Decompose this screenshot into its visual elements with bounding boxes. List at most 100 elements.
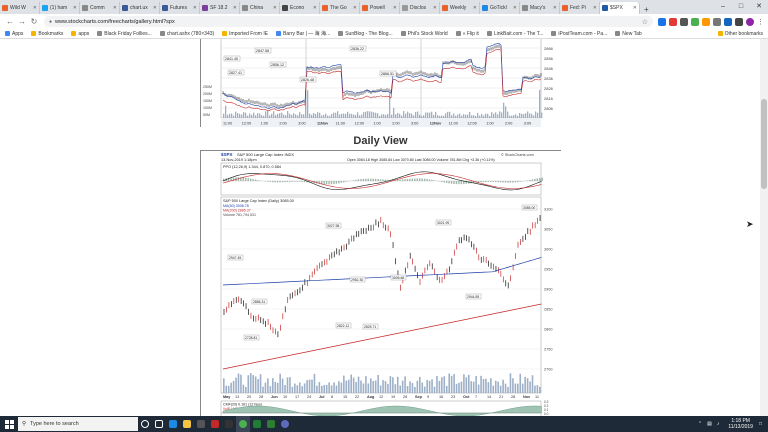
intraday-chart-svg: 2866 2856 2846 2836 2826 2816 2806 2841.45 2847.… [201,39,562,128]
bookmark-item[interactable]: iPostTeam.com - Pa... [551,31,607,37]
address-bar[interactable]: ● www.stockcharts.com/freecharts/gallery… [44,16,653,27]
excel-icon[interactable] [250,416,264,432]
browser-tab[interactable]: Futures ✕ [160,2,200,14]
ppo-histogram-bar [279,181,281,183]
browser-tab[interactable]: GoTickl ✕ [480,2,520,14]
edge-icon[interactable] [166,416,180,432]
volume-bar [509,115,511,118]
extension-icon[interactable] [669,17,677,26]
browser-tab[interactable]: The Go ✕ [320,2,360,14]
tab-close-icon[interactable]: ✕ [352,5,357,11]
ppo-histogram-bar [374,178,377,181]
bookmark-star-icon[interactable]: ☆ [641,18,648,26]
chevron-up-icon[interactable]: ⌃ [697,421,703,427]
network-icon[interactable]: ▤ [707,421,712,427]
bookmark-item[interactable]: « Flip it [455,31,479,37]
menu-dots-icon[interactable]: ⋮ [757,18,764,26]
volume-bar [313,112,315,118]
browser-tab[interactable]: Econo ✕ [280,2,320,14]
bookmark-item[interactable]: Black Friday Follies... [97,31,152,37]
bookmark-item[interactable]: apps [71,31,89,37]
bookmark-item[interactable]: Apps [5,31,23,37]
other-bookmarks[interactable]: Other bookmarks [717,31,763,37]
extension-icon[interactable] [658,17,666,26]
extension-icon[interactable] [702,17,710,26]
scrollbar-thumb[interactable] [761,99,767,189]
tab-close-icon[interactable]: ✕ [152,5,157,11]
file-explorer-icon[interactable] [180,416,194,432]
folder-icon [717,31,723,36]
windows-start-icon[interactable] [0,416,18,432]
tab-close-icon[interactable]: ✕ [512,5,517,11]
browser-tab[interactable]: Fed: Pi ✕ [560,2,600,14]
tab-close-icon[interactable]: ✕ [552,5,557,11]
extension-icon[interactable] [680,17,688,26]
browser-tab[interactable]: Weekly ✕ [440,2,480,14]
tab-close-icon[interactable]: ✕ [592,5,597,11]
app-icon[interactable] [222,416,236,432]
x-tick-label: 3:00 [524,122,531,126]
tab-close-icon[interactable]: ✕ [272,5,277,11]
reload-icon[interactable]: ↻ [30,17,38,26]
back-icon[interactable]: ← [6,17,14,26]
browser-tab[interactable]: SF 18.2 ✕ [200,2,240,14]
bookmark-item[interactable]: Barry Bar | — 海 海... [276,30,330,37]
bookmark-item[interactable]: Phil's Stock World [400,31,448,37]
taskbar-clock[interactable]: 1:18 PM 11/13/2019 [728,418,753,430]
browser-tab[interactable]: (1) ham ✕ [40,2,80,14]
browser-tab[interactable]: Comm ✕ [80,2,120,14]
taskbar-search[interactable]: ⚲ Type here to search [18,417,138,431]
tab-close-icon[interactable]: ✕ [32,5,37,11]
bookmark-item[interactable]: SunBlog - The Blog... [338,31,393,37]
maximize-icon[interactable]: □ [738,3,744,10]
app-icon[interactable] [278,416,292,432]
bookmark-item[interactable]: Bookmarks [31,31,63,37]
tab-close-icon[interactable]: ✕ [312,5,317,11]
browser-tab[interactable]: Macy's ✕ [520,2,560,14]
extension-icon[interactable] [691,17,699,26]
volume-icon[interactable]: ♪ [716,421,720,427]
volume-bar [431,379,433,393]
bookmark-item[interactable]: Imported From IE [222,31,268,37]
volume-bar [387,383,389,393]
store-icon[interactable] [194,416,208,432]
bookmark-item[interactable]: New Tab [615,31,642,37]
tab-close-icon[interactable]: ✕ [632,5,637,11]
tab-close-icon[interactable]: ✕ [192,5,197,11]
volume-bar [383,114,385,118]
chrome-icon[interactable] [236,416,250,432]
tab-close-icon[interactable]: ✕ [232,5,237,11]
cortana-icon[interactable] [138,416,152,432]
notifications-icon[interactable]: □ [758,421,762,427]
browser-tab[interactable]: Disclos ✕ [400,2,440,14]
ppo-histogram-bar [460,181,463,185]
extension-icon[interactable] [713,17,721,26]
tab-close-icon[interactable]: ✕ [72,5,77,11]
forward-icon[interactable]: → [18,17,26,26]
task-view-icon[interactable] [152,416,166,432]
browser-tab[interactable]: Wild W ✕ [0,2,40,14]
bookmark-item[interactable]: LinkBait.com - The T... [486,31,543,37]
new-tab-button[interactable]: + [644,5,649,14]
extension-icon[interactable] [724,17,732,26]
volume-bar [311,379,313,393]
app-icon[interactable] [264,416,278,432]
browser-tab[interactable]: Powell ✕ [360,2,400,14]
tab-close-icon[interactable]: ✕ [112,5,117,11]
ppo-histogram-bar [321,181,323,185]
close-window-icon[interactable]: ✕ [756,3,762,10]
app-icon[interactable] [208,416,222,432]
volume-bar [249,373,252,393]
tab-close-icon[interactable]: ✕ [432,5,437,11]
browser-tab[interactable]: China ✕ [240,2,280,14]
profile-avatar[interactable] [746,17,754,26]
bookmark-item[interactable]: chart.ashx (780×343) [159,31,214,37]
minimize-icon[interactable]: – [721,3,725,10]
ppo-histogram-bar [534,178,536,181]
tab-close-icon[interactable]: ✕ [472,5,477,11]
page-scrollbar[interactable] [760,39,768,416]
browser-tab[interactable]: chart.ux ✕ [120,2,160,14]
browser-tab[interactable]: $SPX ✕ [600,2,640,14]
tab-close-icon[interactable]: ✕ [392,5,397,11]
extension-icon[interactable] [735,17,743,26]
